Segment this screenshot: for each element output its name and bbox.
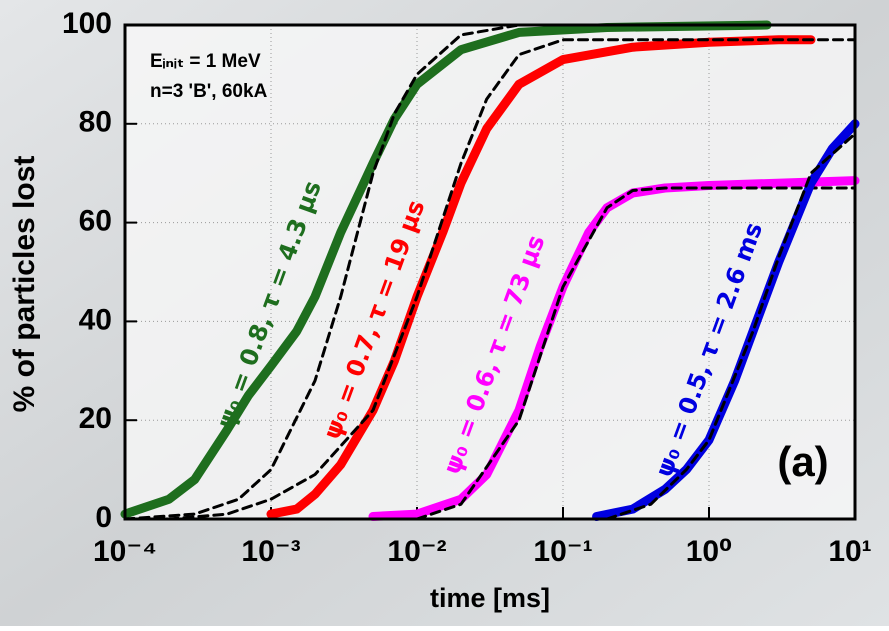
x-tick-label: 10⁻³: [241, 535, 300, 568]
plot-area: [125, 25, 855, 519]
x-tick-label: 10⁻¹: [533, 535, 592, 568]
fit-line: [167, 38, 857, 521]
fit-line: [123, 23, 521, 521]
fit-line: [415, 186, 857, 521]
y-tick-label: 60: [79, 205, 112, 238]
y-tick-label: 100: [62, 7, 112, 40]
x-tick-label: 10¹: [828, 535, 871, 568]
annotation: n=3 'B', 60kA: [150, 81, 268, 102]
x-tick-label: 10⁻²: [387, 535, 446, 568]
fit-line: [605, 132, 857, 521]
data-line: [592, 119, 860, 521]
x-tick-label: 10⁰: [686, 535, 733, 568]
plot-frame: [123, 23, 857, 521]
annotation: (a): [777, 438, 828, 485]
y-axis-title: % of particles lost: [8, 156, 41, 413]
x-tick-label: 10⁻⁴: [93, 535, 157, 568]
y-tick-label: 0: [95, 501, 112, 534]
data-line: [266, 35, 816, 519]
y-tick-label: 80: [79, 106, 112, 139]
y-tick-label: 20: [79, 402, 112, 435]
y-tick-label: 40: [79, 303, 112, 336]
x-axis-title: time [ms]: [430, 583, 550, 613]
data-line: [120, 20, 772, 519]
annotation: Eᵢₙᵢₜ = 1 MeV: [150, 51, 261, 72]
